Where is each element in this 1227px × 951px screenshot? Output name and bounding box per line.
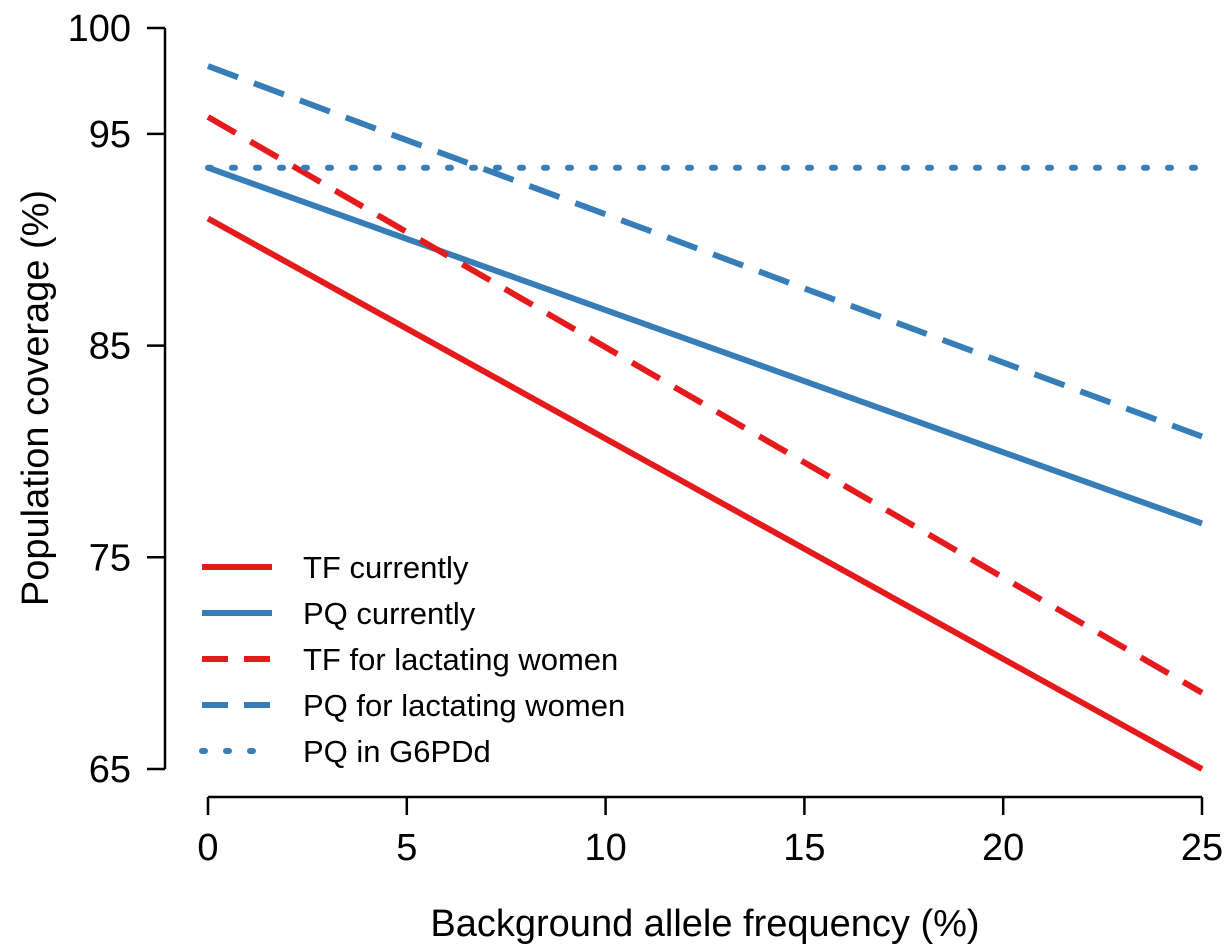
x-tick-label: 20 xyxy=(982,827,1024,869)
legend-label: TF for lactating women xyxy=(303,642,618,677)
legend-label: PQ in G6PDd xyxy=(303,734,491,769)
x-tick-label: 15 xyxy=(783,827,825,869)
legend: TF currently PQ currently TF for lactating… xyxy=(199,550,625,769)
series-line-1 xyxy=(206,215,1204,772)
legend-label: TF currently xyxy=(303,550,469,585)
series-line-4 xyxy=(206,63,1204,440)
y-tick-label: 85 xyxy=(89,326,131,368)
series-line-2 xyxy=(206,164,1204,527)
x-axis-ticks: 0 5 10 15 20 25 xyxy=(197,797,1223,869)
x-tick-label: 25 xyxy=(1181,827,1223,869)
legend-label: PQ for lactating women xyxy=(303,688,625,723)
x-axis-title: Background allele frequency (%) xyxy=(430,903,979,945)
x-tick-label: 10 xyxy=(584,827,626,869)
y-tick-label: 100 xyxy=(68,8,131,50)
x-tick-label: 0 xyxy=(197,827,218,869)
y-tick-label: 75 xyxy=(89,537,131,579)
legend-label: PQ currently xyxy=(303,596,476,631)
y-axis-title: Population coverage (%) xyxy=(15,190,57,606)
y-axis-ticks: 65 75 85 95 100 xyxy=(68,8,165,791)
series-lines xyxy=(205,63,1205,772)
y-tick-label: 95 xyxy=(89,114,131,156)
x-tick-label: 5 xyxy=(396,827,417,869)
series-line-3 xyxy=(206,114,1204,696)
y-tick-label: 65 xyxy=(89,749,131,791)
